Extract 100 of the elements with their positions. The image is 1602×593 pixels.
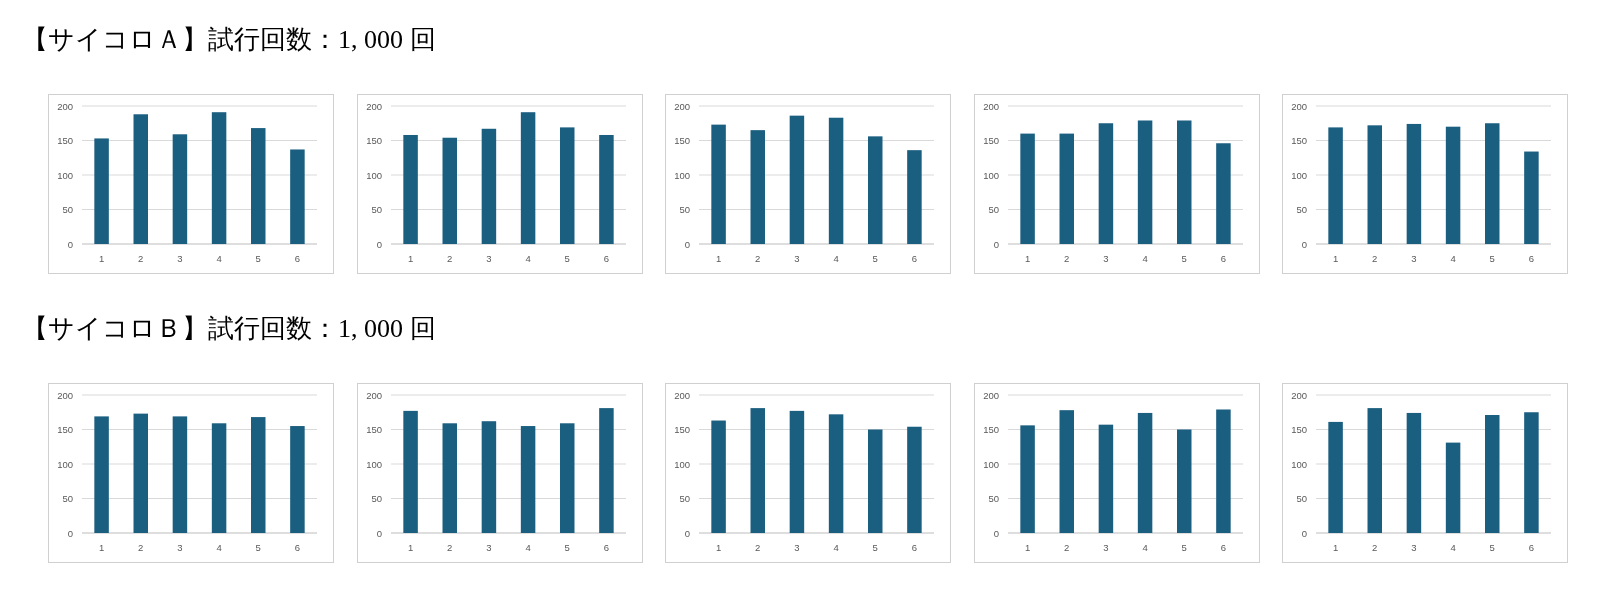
y-tick-label: 50 xyxy=(1296,204,1308,215)
y-tick-label: 200 xyxy=(57,100,73,112)
x-tick-label: 3 xyxy=(1103,253,1109,264)
x-tick-label: 2 xyxy=(138,253,144,264)
y-tick-label: 100 xyxy=(674,169,691,181)
y-tick-label: 200 xyxy=(674,100,691,112)
bar xyxy=(1059,410,1074,533)
x-tick-label: 1 xyxy=(1024,253,1031,264)
y-tick-label: 0 xyxy=(684,238,691,250)
x-tick-label: 3 xyxy=(794,542,800,553)
x-tick-label: 5 xyxy=(255,542,261,553)
bar xyxy=(1059,133,1074,244)
x-tick-label: 1 xyxy=(407,542,413,553)
x-tick-label: 6 xyxy=(294,253,301,264)
bar xyxy=(1098,123,1113,244)
y-tick-label: 100 xyxy=(674,458,691,470)
y-tick-label: 150 xyxy=(982,135,999,146)
x-tick-label: 2 xyxy=(446,253,452,264)
bar xyxy=(1215,409,1231,533)
bar xyxy=(868,136,883,244)
x-tick-label: 2 xyxy=(755,542,761,553)
bar xyxy=(251,128,266,244)
bar xyxy=(402,410,418,533)
y-tick-label: 0 xyxy=(684,527,691,539)
bar xyxy=(750,408,766,533)
chart-title: 【サイコロＡ】試行回数：1, 000 回 xyxy=(22,24,436,56)
y-tick-label: 50 xyxy=(988,493,999,504)
x-tick-label: 4 xyxy=(1142,542,1148,553)
x-tick-label: 6 xyxy=(1529,542,1535,553)
y-tick-label: 150 xyxy=(1291,424,1308,435)
bar xyxy=(789,410,805,533)
y-tick-label: 50 xyxy=(679,493,691,504)
y-tick-label: 0 xyxy=(376,527,382,539)
x-tick-label: 4 xyxy=(525,253,531,264)
x-tick-label: 1 xyxy=(716,542,722,553)
bar xyxy=(711,124,727,244)
x-tick-label: 5 xyxy=(1181,253,1187,264)
x-tick-label: 5 xyxy=(1489,253,1496,264)
x-tick-label: 3 xyxy=(177,253,183,264)
bar xyxy=(442,423,457,533)
bar xyxy=(1407,412,1422,533)
x-tick-label: 6 xyxy=(1220,542,1226,553)
x-tick-label: 5 xyxy=(564,542,570,553)
x-tick-label: 1 xyxy=(407,253,413,264)
bar xyxy=(868,429,883,533)
y-tick-label: 50 xyxy=(1296,493,1308,504)
y-tick-label: 150 xyxy=(57,135,73,146)
bar xyxy=(481,421,496,533)
x-tick-label: 4 xyxy=(216,253,222,264)
bar xyxy=(1524,151,1540,244)
x-tick-label: 2 xyxy=(1063,253,1070,264)
y-tick-label: 100 xyxy=(982,169,999,181)
y-tick-label: 0 xyxy=(67,238,73,250)
bar xyxy=(711,420,727,533)
bar xyxy=(1446,442,1461,533)
y-tick-label: 200 xyxy=(982,389,999,401)
bar xyxy=(598,134,614,244)
x-tick-label: 6 xyxy=(1529,253,1535,264)
bar xyxy=(1098,424,1113,533)
y-tick-label: 100 xyxy=(365,169,382,181)
x-tick-label: 2 xyxy=(1372,253,1378,264)
x-tick-label: 3 xyxy=(794,253,800,264)
bar xyxy=(481,128,496,244)
bar xyxy=(1328,421,1344,533)
y-tick-label: 0 xyxy=(67,527,73,539)
bar xyxy=(442,137,457,244)
y-tick-label: 100 xyxy=(57,458,73,470)
y-tick-label: 200 xyxy=(1291,389,1308,401)
y-tick-label: 200 xyxy=(674,389,691,401)
x-tick-label: 6 xyxy=(1220,253,1226,264)
y-tick-label: 150 xyxy=(674,135,691,146)
y-tick-label: 50 xyxy=(988,204,999,215)
x-tick-label: 2 xyxy=(138,542,144,553)
bar xyxy=(1524,412,1540,533)
x-tick-label: 6 xyxy=(603,542,609,553)
bar xyxy=(1485,123,1500,244)
bar xyxy=(211,112,227,244)
y-tick-label: 200 xyxy=(365,389,382,401)
bar xyxy=(907,150,922,244)
bar xyxy=(1367,408,1383,533)
x-tick-label: 3 xyxy=(1103,542,1109,553)
y-tick-label: 150 xyxy=(982,424,999,435)
y-tick-label: 50 xyxy=(371,493,382,504)
y-tick-label: 0 xyxy=(1302,238,1308,250)
x-tick-label: 1 xyxy=(98,253,105,264)
y-tick-label: 50 xyxy=(679,204,691,215)
x-tick-label: 4 xyxy=(216,542,222,553)
x-tick-label: 6 xyxy=(294,542,301,553)
x-tick-label: 3 xyxy=(485,253,492,264)
y-tick-label: 100 xyxy=(1291,169,1308,181)
x-tick-label: 4 xyxy=(1450,542,1457,553)
y-tick-label: 150 xyxy=(365,424,382,435)
y-tick-label: 200 xyxy=(57,389,73,401)
x-tick-label: 1 xyxy=(1333,542,1339,553)
bar xyxy=(1176,120,1192,244)
bar xyxy=(1215,143,1231,244)
bar xyxy=(559,127,575,244)
x-tick-label: 3 xyxy=(177,542,183,553)
bar xyxy=(1367,125,1383,244)
bar xyxy=(598,408,614,533)
